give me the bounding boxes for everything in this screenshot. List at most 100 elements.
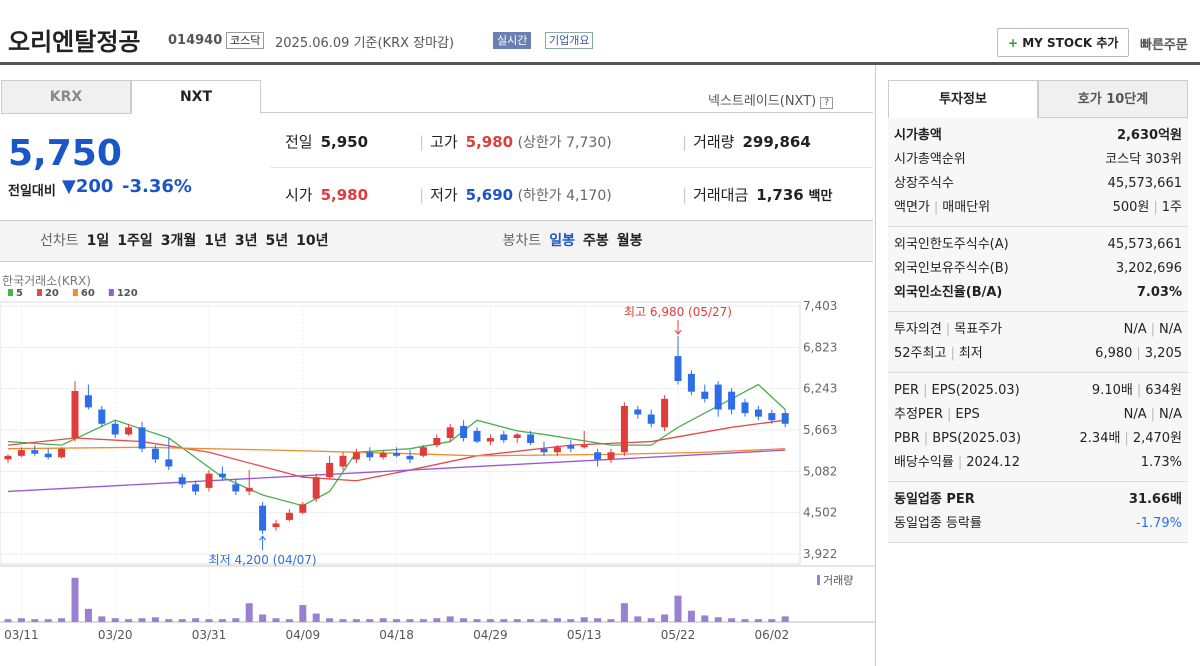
info-value: N/A | N/A (1124, 318, 1182, 342)
volume-bar (634, 616, 642, 622)
info-value: 9.10배 | 634원 (1092, 379, 1182, 403)
tab-nxt[interactable]: NXT (131, 80, 261, 114)
mystock-button[interactable]: + MY STOCK 추가 (997, 28, 1130, 57)
q-value: 5,950 (320, 133, 369, 151)
q-extra-label: 하한가 (523, 188, 562, 204)
period[interactable]: 일봉 (549, 233, 575, 249)
candle-body (701, 391, 709, 399)
volume-bar (540, 619, 548, 622)
q-label: 전일 (285, 133, 313, 151)
volume-bar (84, 608, 92, 622)
realtime[interactable]: 실시간 (493, 32, 532, 49)
volume-bar (701, 615, 709, 622)
volume-bar (272, 618, 280, 622)
q-value: 5,690 (465, 186, 514, 204)
info-value: 코스닥 303위 (1105, 148, 1182, 172)
candle-body (138, 427, 146, 449)
period[interactable]: 1일 (86, 233, 110, 249)
y-tick-label: 5,663 (803, 423, 837, 437)
candle-body (687, 373, 695, 392)
candle-body (165, 459, 173, 467)
candle-body (312, 477, 320, 499)
period[interactable]: 10년 (296, 233, 329, 249)
value-part: 코스닥 303위 (1105, 152, 1182, 167)
info-row: 동일업종 PER 31.66배 (888, 488, 1188, 512)
volume-bar (366, 619, 374, 622)
period[interactable]: 3개월 (160, 233, 197, 249)
value-part: 3,202,696 (1115, 261, 1182, 276)
value-part: 2,470원 (1132, 431, 1182, 446)
candle-body (781, 413, 789, 424)
candle-body (232, 484, 240, 492)
volume-bar (567, 619, 575, 622)
tab-krx[interactable]: KRX (1, 80, 131, 114)
period[interactable]: 5년 (265, 233, 289, 249)
info-label: 배당수익률 | 2024.12 (894, 451, 1020, 475)
x-tick-label: 05/22 (661, 628, 696, 642)
info-row: 외국인한도주식수(A) 45,573,661 (888, 233, 1188, 257)
volume-bar (17, 618, 25, 622)
candle-body (486, 438, 494, 442)
info-label: 투자의견 | 목표주가 (894, 318, 1002, 342)
info-value: 2.34배 | 2,470원 (1080, 427, 1182, 451)
volume-bar (500, 619, 508, 622)
info-label: 추정PER | EPS (894, 403, 980, 427)
nxt-link-text: 넥스트레이드(NXT) (708, 94, 817, 109)
quick-order[interactable]: 빠른주문 (1140, 38, 1188, 53)
period[interactable]: 월봉 (616, 233, 643, 249)
nxt-link[interactable]: 넥스트레이드(NXT) ? (708, 90, 834, 111)
info-label: PBR | BPS(2025.03) (894, 427, 1021, 451)
candle-body (218, 473, 226, 478)
info-group: 동일업종 PER 31.66배 동일업종 등락률 -1.79% (888, 482, 1188, 543)
info-group: 외국인한도주식수(A) 45,573,661 외국인보유주식수(B) 3,202,69… (888, 227, 1188, 312)
volume-bar (352, 619, 360, 622)
sep: | (947, 407, 952, 422)
volume-bar (245, 603, 253, 622)
value-part: N/A (1159, 322, 1182, 337)
overview[interactable]: 기업개요 (545, 32, 594, 49)
tab-line (261, 112, 873, 113)
value-part: 1주 (1161, 200, 1182, 215)
q-extra: 7,730 (566, 135, 607, 151)
label-part: 액면가 (894, 200, 930, 215)
side-tab[interactable]: 호가 10단계 (1038, 80, 1188, 118)
mystock-text: MY STOCK 추가 (1022, 36, 1119, 50)
candle-body (580, 445, 588, 448)
info-value: 45,573,661 (1108, 233, 1182, 257)
ma-line (7, 383, 786, 507)
sep: | (945, 322, 951, 337)
value-part: 3,205 (1144, 346, 1182, 361)
volume-bar (151, 617, 159, 622)
period[interactable]: 1년 (204, 233, 227, 249)
period[interactable]: 주봉 (582, 233, 609, 249)
volume-bar (31, 619, 39, 622)
period[interactable]: 1주일 (117, 233, 153, 249)
volume-bar (192, 618, 200, 622)
candle-body (567, 445, 575, 449)
period[interactable]: 3년 (234, 233, 258, 249)
volume-bar (285, 619, 293, 622)
quote-line (270, 167, 873, 168)
change-rate: -3.36% (122, 176, 192, 197)
candle-body (326, 462, 334, 478)
volume-bar (446, 616, 454, 622)
candle-body (178, 477, 186, 485)
candle-body (4, 455, 12, 460)
y-tick-label: 6,243 (803, 382, 837, 396)
volume-bar (580, 617, 588, 622)
sep: | (1136, 383, 1142, 398)
info-value: 500원 | 1주 (1113, 196, 1182, 220)
info-label: 외국인소진율(B/A) (894, 281, 1002, 305)
info-row: 액면가 | 매매단위 500원 | 1주 (888, 196, 1188, 220)
volume-bar (527, 619, 535, 622)
candle-body (500, 434, 508, 441)
value-part: 7.03% (1136, 285, 1182, 300)
candle-body (393, 452, 401, 456)
info-label: 외국인보유주식수(B) (894, 257, 1009, 281)
candle-body (620, 405, 628, 453)
candle-body (647, 414, 655, 424)
q-label: 거래대금 (693, 186, 749, 204)
side-tab[interactable]: 투자정보 (888, 80, 1038, 118)
volume-bar (232, 618, 240, 622)
info-row: PER | EPS(2025.03) 9.10배 | 634원 (888, 379, 1188, 403)
